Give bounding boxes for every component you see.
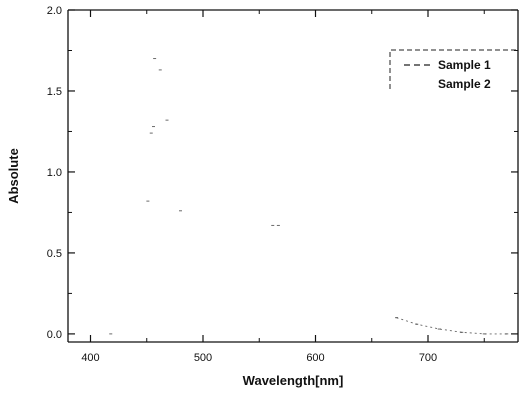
x-tick-label: 400 xyxy=(81,352,99,364)
y-tick-label: 1.5 xyxy=(47,86,62,98)
legend-label-sample-1: Sample 1 xyxy=(438,58,491,72)
x-tick-label: 700 xyxy=(419,352,437,364)
legend-box xyxy=(389,49,516,90)
legend: Sample 1 Sample 2 xyxy=(389,49,516,91)
series-layer xyxy=(109,58,509,335)
y-tick-label: 0.5 xyxy=(47,248,62,260)
x-axis-ticks: 400 500 600 700 xyxy=(81,10,485,364)
x-tick-label: 600 xyxy=(306,352,324,364)
x-tick-label: 500 xyxy=(194,352,212,364)
x-axis-label: Wavelength[nm] xyxy=(243,373,344,388)
legend-label-sample-2: Sample 2 xyxy=(438,77,491,91)
y-axis-ticks: 0.0 0.5 1.0 1.5 2.0 xyxy=(47,5,518,341)
y-axis-label: Absolute xyxy=(6,148,21,204)
series-line-sample-1 xyxy=(396,317,507,335)
plot-frame xyxy=(67,9,519,343)
y-tick-label: 0.0 xyxy=(47,329,62,341)
y-tick-label: 1.0 xyxy=(47,167,62,179)
y-tick-label: 2.0 xyxy=(47,5,62,17)
